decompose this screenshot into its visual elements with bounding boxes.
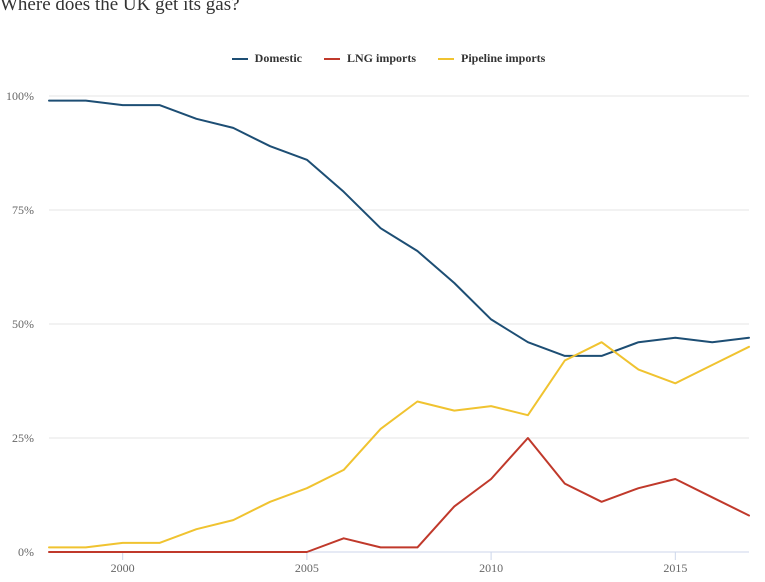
gridlines	[49, 95, 749, 553]
x-tick-label: 2000	[111, 561, 135, 575]
legend-swatch-pipeline-imports	[438, 57, 454, 60]
x-tick-label: 2010	[479, 561, 503, 575]
chart-title: Where does the UK get its gas?	[0, 0, 240, 15]
legend-swatch-lng-imports	[324, 57, 340, 60]
y-axis: 0% 25% 50% 75% 100%	[6, 89, 34, 559]
y-tick-label: 25%	[12, 431, 34, 445]
legend-item-domestic[interactable]: Domestic	[231, 51, 302, 66]
y-tick-label: 100%	[6, 89, 34, 103]
series-line-lng-imports[interactable]	[48, 437, 750, 553]
series-line-pipeline-imports[interactable]	[48, 341, 750, 549]
legend-item-lng-imports[interactable]: LNG imports	[324, 51, 416, 66]
x-tick-label: 2005	[295, 561, 319, 575]
legend-label-pipeline-imports: Pipeline imports	[461, 51, 546, 65]
x-axis: 2000 2005 2010 2015	[111, 552, 687, 575]
legend: Domestic LNG imports Pipeline imports	[0, 51, 765, 66]
y-tick-label: 50%	[12, 317, 34, 331]
y-tick-label: 75%	[12, 203, 34, 217]
series-line-domestic[interactable]	[48, 99, 750, 357]
legend-label-lng-imports: LNG imports	[347, 51, 416, 65]
legend-item-pipeline-imports[interactable]: Pipeline imports	[438, 51, 545, 66]
legend-swatch-domestic	[231, 57, 248, 60]
legend-label-domestic: Domestic	[254, 51, 302, 65]
series-lines	[48, 99, 750, 553]
y-tick-label: 0%	[18, 545, 34, 559]
x-tick-label: 2015	[663, 561, 687, 575]
